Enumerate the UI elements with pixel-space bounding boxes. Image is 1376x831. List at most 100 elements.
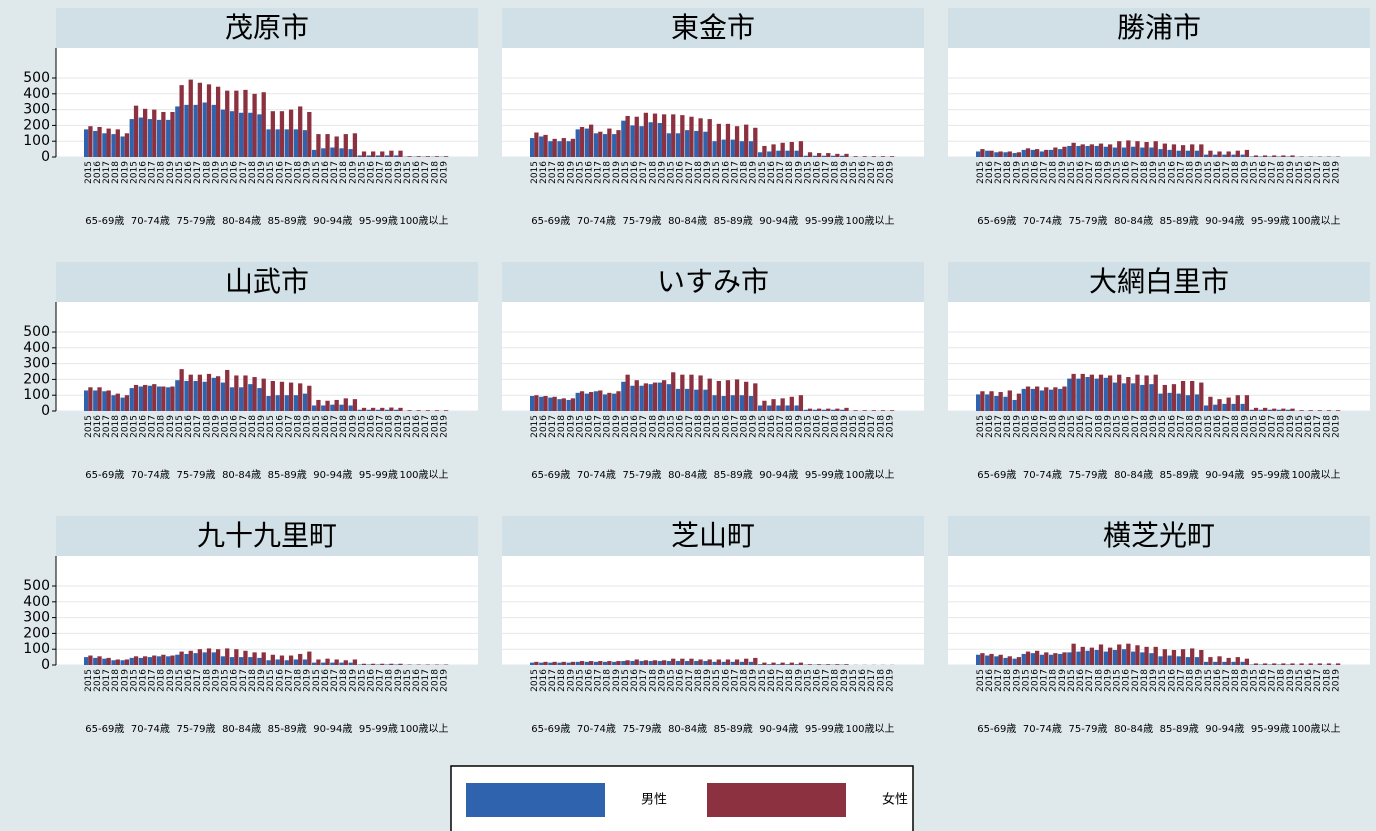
x-tick-label: 2018	[248, 669, 258, 692]
panel-header	[56, 262, 478, 302]
bar	[1290, 408, 1295, 411]
bar	[1272, 155, 1277, 157]
x-tick-label: 2019	[1012, 161, 1022, 184]
bar	[120, 136, 125, 157]
bar	[771, 144, 776, 157]
bar	[1231, 403, 1236, 411]
x-tick-label: 2015	[758, 415, 768, 438]
bar	[348, 662, 353, 665]
bar	[1185, 150, 1191, 157]
bar	[807, 152, 813, 157]
x-tick-label: 2015	[976, 161, 986, 184]
bar	[1244, 658, 1250, 665]
x-tick-label: 2015	[129, 415, 139, 438]
x-tick-label: 2016	[585, 415, 595, 438]
bar	[143, 384, 148, 411]
x-tick-label: 2019	[1103, 669, 1113, 692]
bar	[1162, 384, 1167, 411]
x-tick-label: 2019	[885, 161, 895, 184]
group-label: 90-94歳	[1205, 215, 1244, 227]
x-tick-label: 2016	[275, 415, 285, 438]
bar	[156, 386, 162, 411]
bar	[803, 409, 808, 411]
x-tick-label: 2019	[885, 669, 895, 692]
x-tick-label: 2019	[840, 161, 850, 184]
bar	[288, 382, 294, 411]
x-tick-label: 2019	[1058, 669, 1068, 692]
bar	[361, 663, 367, 665]
bar	[129, 119, 134, 157]
plot-area	[948, 48, 1370, 157]
x-tick-label: 2016	[1122, 669, 1132, 692]
x-tick-label: 2019	[1331, 161, 1341, 184]
bar	[248, 384, 253, 411]
bar	[175, 654, 180, 665]
bar	[1253, 155, 1259, 157]
bar	[284, 395, 289, 411]
bar	[1007, 390, 1012, 411]
bar	[557, 662, 562, 665]
x-tick-label: 2015	[175, 669, 185, 692]
bar	[561, 138, 566, 157]
x-tick-label: 2017	[193, 161, 203, 184]
x-tick-label: 2019	[211, 669, 221, 692]
bar	[339, 404, 344, 411]
bar	[206, 648, 212, 665]
x-tick-label: 2016	[813, 669, 823, 692]
bar	[215, 376, 221, 411]
bar	[179, 85, 184, 157]
bar	[561, 398, 566, 411]
bar	[657, 123, 662, 157]
x-tick-label: 2015	[403, 669, 413, 692]
bar	[97, 126, 102, 157]
y-tick-label: 400	[23, 340, 50, 356]
x-tick-label: 2015	[1295, 415, 1305, 438]
panel-title: 九十九里町	[197, 519, 337, 552]
x-tick-label: 2017	[639, 415, 649, 438]
bar	[243, 375, 248, 411]
bar	[193, 380, 198, 411]
bar	[1103, 651, 1108, 665]
bar	[334, 136, 339, 157]
bar	[88, 655, 93, 665]
x-tick-label: 2017	[730, 161, 740, 184]
bar	[1067, 145, 1072, 157]
bar	[434, 156, 440, 157]
bar	[666, 133, 672, 157]
bar	[817, 408, 822, 411]
bar	[234, 375, 239, 411]
group-label: 100歳以上	[845, 469, 894, 481]
group-label: 80-84歳	[668, 215, 707, 227]
x-tick-label: 2015	[621, 161, 631, 184]
x-tick-label: 2019	[211, 415, 221, 438]
bar	[1144, 646, 1149, 665]
x-tick-label: 2016	[1259, 415, 1269, 438]
bar	[1222, 154, 1227, 157]
bar	[821, 409, 827, 411]
x-tick-label: 2018	[1049, 161, 1059, 184]
group-label: 90-94歳	[313, 469, 352, 481]
bar	[1140, 652, 1145, 665]
x-tick-label: 2018	[1322, 161, 1332, 184]
bar	[175, 106, 180, 157]
x-tick-label: 2015	[221, 161, 231, 184]
bar	[643, 660, 649, 665]
bar	[634, 116, 639, 157]
bar	[1021, 388, 1026, 411]
bar	[976, 654, 981, 665]
x-tick-label: 2016	[676, 669, 686, 692]
bar	[170, 111, 175, 157]
y-tick-label: 100	[23, 387, 50, 403]
bar	[1080, 646, 1085, 665]
x-tick-label: 2017	[1313, 669, 1323, 692]
bar	[1317, 663, 1323, 665]
x-tick-label: 2019	[840, 669, 850, 692]
x-tick-label: 2017	[193, 415, 203, 438]
x-tick-label: 2018	[1140, 669, 1150, 692]
x-tick-label: 2018	[1231, 161, 1241, 184]
x-tick-label: 2019	[657, 161, 667, 184]
bar	[789, 396, 794, 411]
x-tick-label: 2015	[266, 415, 276, 438]
bar	[88, 126, 93, 157]
bar	[239, 112, 244, 157]
